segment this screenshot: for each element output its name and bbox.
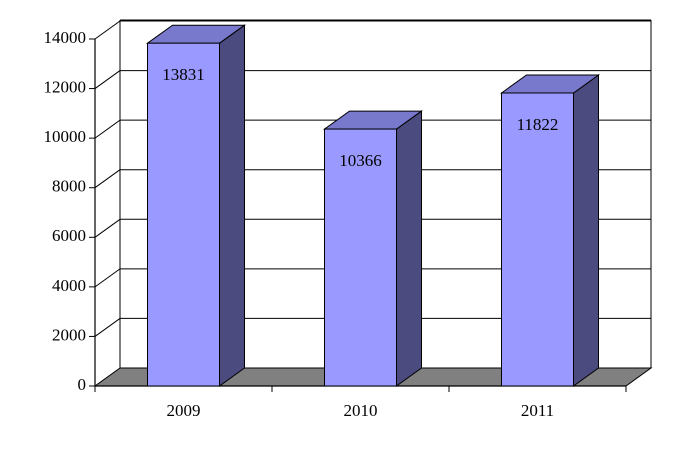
value-label: 10366 [339, 151, 382, 170]
bar-side [573, 74, 599, 387]
y-tick-label: 12000 [44, 77, 87, 96]
bar [501, 92, 574, 387]
y-tick-label: 2000 [52, 325, 86, 344]
y-tick-label: 8000 [52, 177, 86, 196]
bar [324, 128, 397, 387]
bar-side [219, 24, 245, 387]
grid-diagonal [94, 169, 121, 189]
value-label: 13831 [162, 65, 205, 84]
x-tick-label: 2010 [344, 401, 378, 420]
y-tick-label: 10000 [44, 127, 87, 146]
y-tick-label: 14000 [44, 28, 87, 47]
x-tick-label: 2011 [521, 401, 554, 420]
bar-side [396, 110, 422, 387]
grid-diagonal [94, 20, 121, 40]
value-label: 11822 [517, 115, 559, 134]
bar [147, 42, 220, 387]
grid-diagonal [94, 218, 121, 238]
y-tick-label: 0 [78, 375, 87, 394]
grid-diagonal [94, 318, 121, 337]
grid-diagonal [94, 119, 121, 139]
y-tick-label: 4000 [52, 276, 86, 295]
grid-diagonal [94, 70, 121, 89]
grid-diagonal [94, 268, 121, 288]
y-tick-label: 6000 [52, 226, 86, 245]
x-tick-label: 2009 [167, 401, 201, 420]
